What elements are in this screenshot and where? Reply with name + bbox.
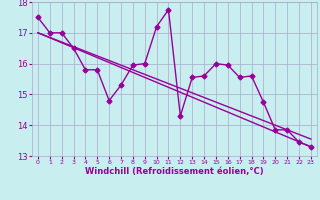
X-axis label: Windchill (Refroidissement éolien,°C): Windchill (Refroidissement éolien,°C) [85,167,264,176]
